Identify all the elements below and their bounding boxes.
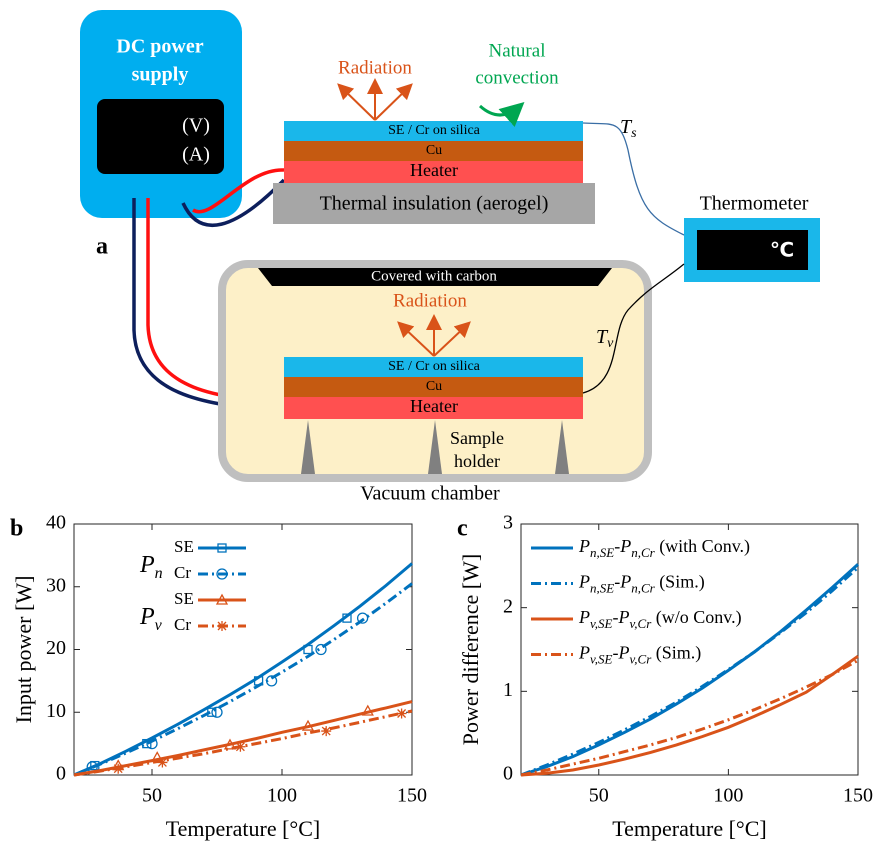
thermometer-label: Thermometer [700, 193, 809, 215]
cover-label: Covered with carbon [371, 268, 497, 284]
convection-arrow [480, 106, 520, 115]
convection-label: convection [475, 67, 559, 88]
chart: 0 10 20 30 40 50 100 150 Temperature [°C] Input p… [10, 512, 427, 841]
y-tick-label: 0 [503, 763, 513, 785]
legend-subscript: v,SE [590, 651, 613, 666]
y-tick-label: 10 [46, 700, 66, 722]
legend-group: Pv [139, 604, 163, 634]
readout: (A) [182, 144, 210, 166]
legend-label: Pv,SE-Pv,Cr (w/o Conv.) [578, 607, 742, 631]
insulation-label: Thermal insulation (aerogel) [320, 193, 549, 215]
x-tick-label: 150 [397, 785, 427, 807]
chamber-label: Vacuum chamber [360, 483, 500, 505]
legend-text: (Sim.) [651, 643, 701, 664]
sensor-label: Ts [620, 116, 637, 142]
legend-marker [217, 621, 227, 631]
sensor-subscript: s [631, 126, 637, 141]
page: DC power supply (V) (A) a Thermal insula… [0, 0, 877, 845]
layer-label: SE / Cr on silica [388, 359, 481, 374]
legend-label: SE [174, 537, 194, 556]
y-tick-label: 40 [46, 512, 66, 534]
legend-text: (Sim.) [655, 572, 705, 593]
legend-text: -P [613, 607, 630, 627]
thermometer-unit: ℃ [770, 238, 794, 262]
x-tick-label: 150 [843, 785, 873, 807]
legend-subscript: n,Cr [631, 545, 655, 560]
legend-text: P [578, 607, 590, 627]
legend-text: P [578, 572, 590, 592]
legend-subscript: n,SE [590, 545, 614, 560]
legend-label: Pn,SE-Pn,Cr (Sim.) [578, 572, 705, 596]
layer-label: Cu [426, 143, 442, 158]
readout: (V) [182, 115, 210, 137]
legend-text: -P [614, 572, 631, 592]
legend-label: Cr [174, 615, 191, 634]
marker [397, 709, 407, 719]
legend-text: P [578, 643, 590, 663]
legend-text: (w/o Conv.) [651, 607, 741, 628]
legend-subscript: n [155, 565, 163, 582]
power-supply-title: supply [132, 64, 189, 86]
holder-label: Sample [450, 428, 504, 448]
series-line [521, 568, 858, 776]
legend-symbol: P [139, 604, 155, 630]
x-axis-label: Temperature [°C] [166, 816, 320, 841]
panel-label: a [96, 234, 108, 260]
y-tick-label: 0 [56, 763, 66, 785]
y-tick-label: 30 [46, 574, 66, 596]
sensor-subscript: v [607, 336, 614, 351]
legend-label: Pv,SE-Pv,Cr (Sim.) [578, 643, 701, 667]
plot-box [74, 524, 412, 775]
legend-text: P [578, 536, 590, 556]
legend-symbol: P [139, 552, 155, 578]
holder-label: holder [454, 451, 500, 471]
y-tick-label: 1 [503, 679, 513, 701]
legend-subscript: v,SE [590, 616, 613, 631]
layer-label: Heater [410, 160, 458, 180]
x-tick-label: 100 [267, 785, 297, 807]
legend-text: -P [613, 643, 630, 663]
legend-text: -P [614, 536, 631, 556]
legend-group: Pn [139, 552, 163, 582]
x-tick-label: 50 [589, 785, 609, 807]
x-tick-label: 50 [142, 785, 162, 807]
legend-subscript: v,Cr [630, 651, 653, 666]
marker [235, 742, 245, 752]
legend-subscript: n,SE [590, 580, 614, 595]
chart: 0 1 2 3 50 100 150 Temperature [°C] Power differ… [457, 512, 873, 841]
x-axis-label: Temperature [°C] [612, 816, 766, 841]
legend-subscript: n,Cr [631, 580, 655, 595]
legend-label: SE [174, 589, 194, 608]
x-tick-label: 100 [713, 785, 743, 807]
marker [212, 707, 222, 717]
panel-label: c [457, 516, 468, 542]
series-line [74, 702, 412, 775]
radiation-label: Radiation [393, 290, 467, 311]
power-supply-title: DC power [116, 36, 203, 58]
y-axis-label: Power difference [W] [458, 554, 483, 745]
y-axis-label: Input power [W] [11, 576, 36, 724]
legend-subscript: v,Cr [630, 616, 653, 631]
series-line [521, 564, 858, 775]
legend-text: (with Conv.) [655, 536, 750, 557]
layer-label: SE / Cr on silica [388, 123, 481, 138]
diagram: DC power supply (V) (A) a Thermal insula… [80, 10, 820, 505]
layer-label: Cu [426, 379, 442, 394]
panel-label: b [10, 516, 23, 542]
marker [321, 726, 331, 736]
y-tick-label: 20 [46, 637, 66, 659]
y-tick-label: 2 [503, 595, 513, 617]
legend-label: Pn,SE-Pn,Cr (with Conv.) [578, 536, 750, 560]
layer-label: Heater [410, 396, 458, 416]
marker [157, 757, 167, 767]
convection-label: Natural [489, 40, 546, 61]
legend-subscript: v [155, 617, 163, 634]
figure: DC power supply (V) (A) a Thermal insula… [0, 0, 877, 845]
radiation-label: Radiation [338, 57, 412, 78]
marker [113, 764, 123, 774]
legend-marker [217, 621, 227, 631]
radiation-arrows [340, 82, 410, 120]
y-tick-label: 3 [503, 512, 513, 534]
legend-label: Cr [174, 563, 191, 582]
